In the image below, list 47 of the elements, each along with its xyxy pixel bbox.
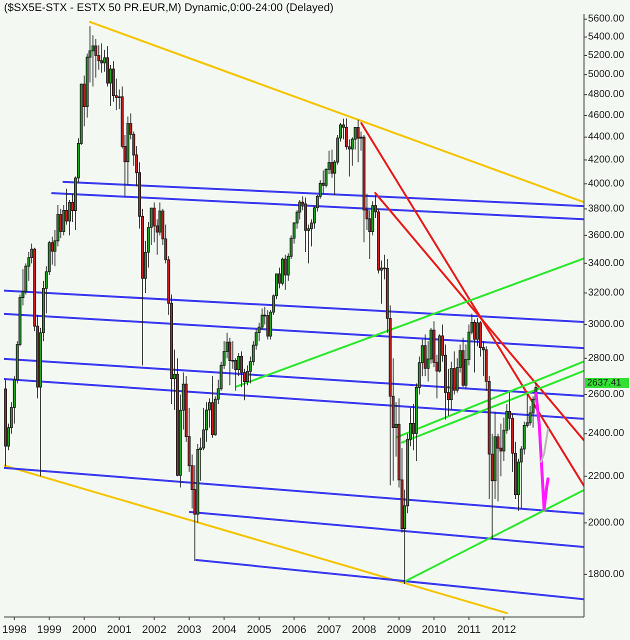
x-tick-label: 2011 (457, 624, 481, 636)
candlestick (284, 254, 287, 290)
candlestick (462, 337, 465, 388)
x-tick-label: 1998 (2, 624, 27, 636)
y-tick-label: 2000.00 (588, 517, 625, 528)
x-tick-label: 2003 (176, 624, 202, 636)
candlestick (100, 42, 104, 74)
y-tick-label: 5000.00 (588, 69, 625, 80)
x-tick-label: 2006 (282, 624, 306, 636)
y-tick-label: 1800.00 (588, 568, 625, 580)
text: 2637.41 (587, 377, 622, 388)
candlestick (362, 134, 366, 243)
x-tick-label: 2008 (352, 624, 376, 636)
y-tick-label: 4800.00 (588, 89, 625, 100)
x-tick-label: 2001 (107, 624, 132, 636)
x-tick-label: 2012 (492, 624, 516, 636)
candlestick (322, 170, 325, 194)
y-tick-label: 2800.00 (588, 352, 625, 364)
y-tick-label: 3800.00 (588, 203, 625, 214)
candlestick (356, 119, 360, 163)
x-tick-label: 2002 (142, 624, 166, 636)
y-tick-label: 4400.00 (588, 132, 625, 143)
y-tick-label: 3000.00 (588, 319, 625, 330)
y-tick-label: 4200.00 (588, 154, 625, 166)
y-tick-label: 5600.00 (588, 14, 625, 25)
chart-title: ($SX5E-STX - ESTX 50 PR.EUR,M) Dynamic,0:00-24:00 (Delayed) (4, 2, 334, 14)
candlestick (228, 337, 232, 386)
y-tick-label: 2600.00 (588, 389, 625, 400)
y-tick-label: 5400.00 (588, 32, 625, 43)
x-tick-label: 2010 (422, 624, 446, 636)
y-tick-label: 5200.00 (588, 50, 625, 61)
x-tick-label: 1999 (37, 624, 62, 636)
candlestick (4, 379, 7, 467)
y-tick-label: 2400.00 (588, 428, 625, 440)
candlestick (280, 257, 284, 286)
x-tick-label: 2009 (386, 624, 412, 636)
candlestick (210, 376, 214, 438)
x-tick-label: 2007 (316, 624, 342, 636)
x-tick-label: 2005 (246, 624, 272, 636)
y-tick-label: 3200.00 (588, 287, 625, 298)
x-tick-label: 2004 (212, 624, 236, 636)
y-tick-label: 2200.00 (588, 470, 625, 482)
y-tick-label: 4000.00 (588, 178, 625, 190)
y-tick-label: 3400.00 (588, 258, 625, 269)
y-tick-label: 3600.00 (588, 230, 625, 241)
y-tick-label: 4600.00 (588, 110, 625, 121)
x-tick-label: 2000 (72, 624, 96, 636)
